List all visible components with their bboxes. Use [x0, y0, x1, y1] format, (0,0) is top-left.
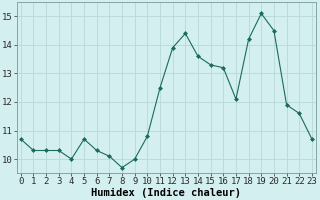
X-axis label: Humidex (Indice chaleur): Humidex (Indice chaleur) — [91, 188, 241, 198]
